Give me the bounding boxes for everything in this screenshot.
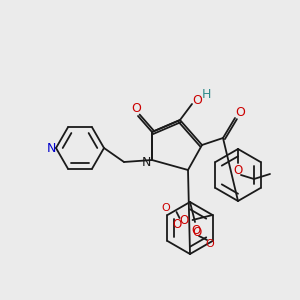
Text: O: O: [172, 218, 181, 230]
Text: O: O: [161, 203, 170, 213]
Text: N: N: [46, 142, 56, 155]
Text: O: O: [131, 103, 141, 116]
Text: O: O: [179, 214, 188, 227]
Text: O: O: [191, 224, 201, 238]
Text: O: O: [192, 94, 202, 106]
Text: H: H: [201, 88, 211, 101]
Text: O: O: [206, 239, 214, 249]
Text: O: O: [235, 106, 245, 119]
Text: O: O: [233, 164, 243, 176]
Text: N: N: [141, 155, 151, 169]
Text: O: O: [192, 226, 202, 238]
